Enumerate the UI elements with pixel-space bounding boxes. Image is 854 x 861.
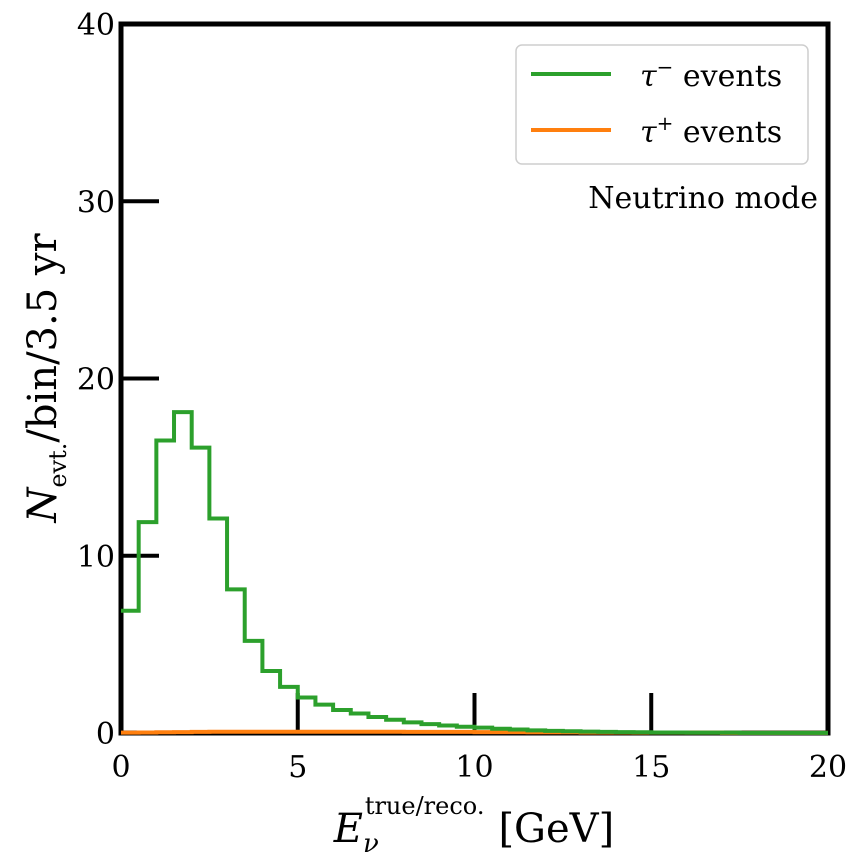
x-axis-ticks: 0 5 10 15 20	[111, 693, 847, 785]
x-axis-title-main: E	[333, 806, 363, 852]
legend-label-tau-plus-rest: events	[673, 115, 782, 150]
y-tick-label: 40	[77, 8, 115, 43]
y-tick-label: 0	[96, 717, 115, 752]
x-tick-label: 15	[632, 750, 670, 785]
legend-label-tau-plus-base: τ	[640, 115, 657, 150]
x-tick-label: 20	[809, 750, 847, 785]
y-tick-label: 30	[77, 185, 115, 220]
legend: τ− events τ+ events	[515, 44, 809, 165]
x-axis-title-unit: [GeV]	[498, 806, 614, 852]
y-axis-title-main: N	[20, 486, 66, 524]
y-axis-ticks: 0 10 20 30 40	[77, 8, 159, 752]
legend-label-tau-plus-sup: +	[657, 111, 674, 135]
y-tick-label: 10	[77, 540, 115, 575]
x-axis-title: Eν true/reco. [GeV]	[333, 792, 614, 859]
legend-label-tau-minus-base: τ	[640, 59, 657, 94]
y-axis-title-sub: evt.	[44, 443, 72, 488]
series-tau-minus-line	[121, 410, 828, 735]
legend-label-tau-minus: τ− events	[640, 55, 782, 94]
legend-label-tau-plus: τ+ events	[640, 111, 782, 150]
y-axis-title: Nevt./bin/3.5 yr	[20, 233, 72, 524]
x-tick-label: 10	[455, 750, 493, 785]
x-axis-title-sup: true/reco.	[365, 792, 485, 820]
mode-annotation: Neutrino mode	[588, 181, 818, 216]
series-layer	[121, 410, 828, 735]
x-axis-title-sub: ν	[363, 829, 379, 859]
y-axis-title-rest: /bin/3.5 yr	[20, 233, 66, 443]
y-tick-label: 20	[77, 363, 115, 398]
x-tick-label: 5	[288, 750, 307, 785]
x-tick-label: 0	[111, 750, 130, 785]
legend-label-tau-minus-sup: −	[657, 55, 674, 79]
legend-label-tau-minus-rest: events	[673, 59, 782, 94]
